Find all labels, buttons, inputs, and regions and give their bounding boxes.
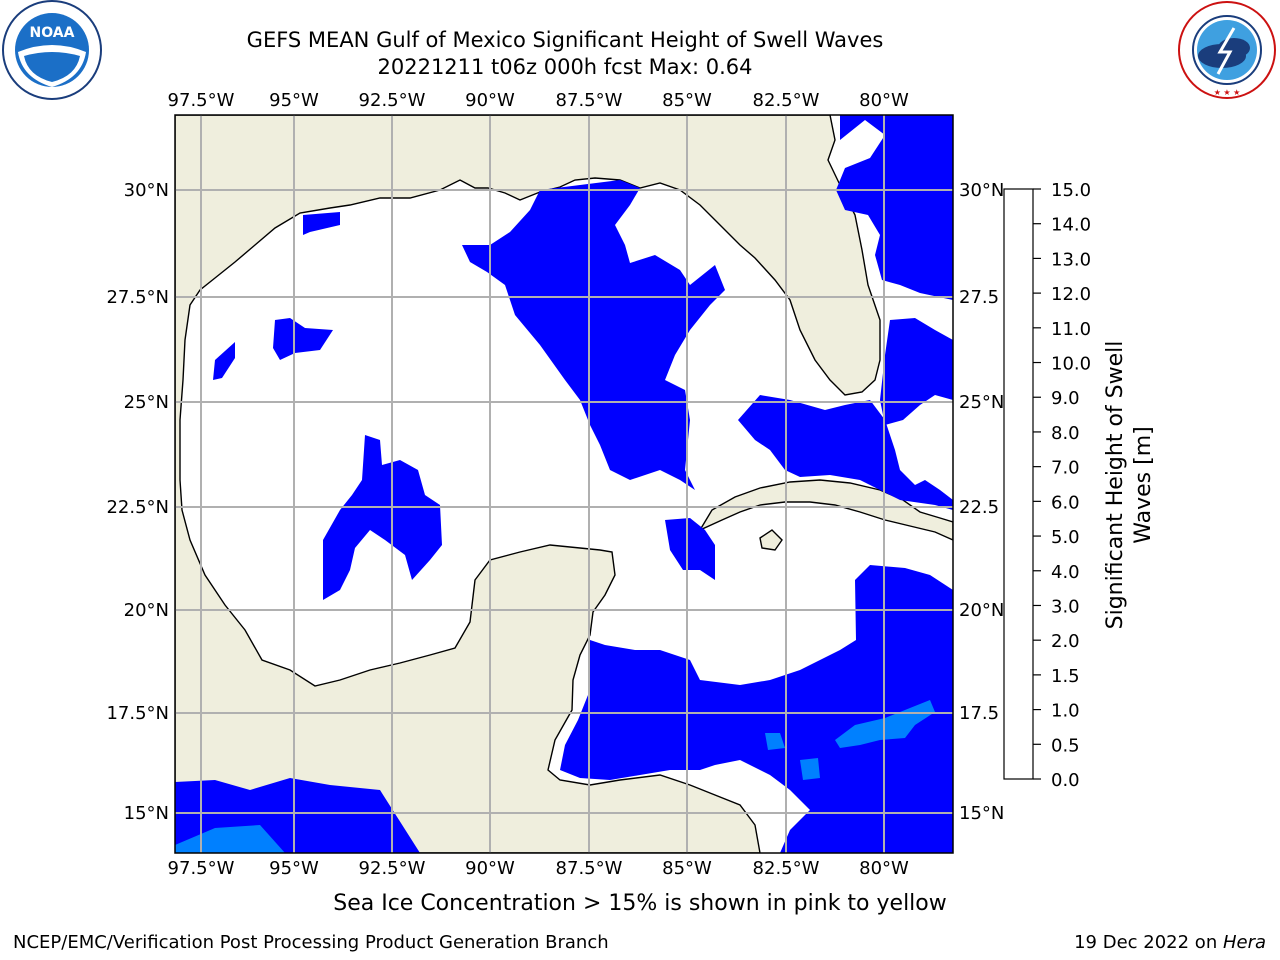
colorbar-tick-label: 0.5: [1051, 735, 1080, 756]
chart-title: GEFS MEAN Gulf of Mexico Significant Hei…: [246, 28, 884, 52]
footer-credit: NCEP/EMC/Verification Post Processing Pr…: [13, 932, 609, 953]
land-isle-of-youth: [759, 529, 783, 551]
map-panel: [175, 115, 953, 853]
colorbar-ticks: 0.0 0.5 1.0 1.5 2.0 3.0 4.0 5.0 6.0 7.0 8.0 9.0 10.0…: [1033, 180, 1091, 791]
swell-mid-pacific: [175, 825, 285, 853]
lon-tick-label: 92.5°W: [359, 858, 426, 879]
colorbar-label-line1: Significant Height of Swell: [1103, 341, 1128, 630]
swell-region-west-tiny: [213, 342, 235, 380]
lat-tick-label: 30°N: [959, 180, 1004, 201]
lat-ticks-left: 30°N 27.5°N 25°N 22.5°N 20°N 17.5°N 15°N: [106, 180, 169, 824]
lat-tick-label: 17.5: [959, 703, 999, 724]
colorbar-tick-label: 14.0: [1051, 215, 1091, 236]
lat-ticks-right: 30°N 27.5 25°N 22.5 20°N 17.5 15°N: [959, 180, 1004, 824]
swell-mid-small-1: [765, 733, 785, 750]
colorbar-tick-label: 10.0: [1051, 354, 1091, 375]
lat-tick-label: 22.5°N: [106, 497, 169, 518]
lat-tick-label: 15°N: [959, 803, 1004, 824]
colorbar-tick-label: 15.0: [1051, 180, 1091, 201]
colorbar-tick-label: 6.0: [1051, 492, 1080, 513]
lon-tick-label: 92.5°W: [359, 90, 426, 111]
colorbar-tick-label: 12.0: [1051, 284, 1091, 305]
lat-tick-label: 25°N: [124, 392, 169, 413]
sea-ice-note: Sea Ice Concentration > 15% is shown in …: [333, 891, 947, 916]
svg-text:NOAA: NOAA: [30, 25, 75, 41]
lon-tick-label: 80°W: [859, 858, 909, 879]
chart-subtitle: 20221211 t06z 000h fcst Max: 0.64: [377, 55, 753, 79]
swell-region-florida-keys: [738, 395, 953, 510]
colorbar-tick-label: 13.0: [1051, 249, 1091, 270]
footer-date: 19 Dec 2022 on Hera: [1074, 932, 1266, 953]
lon-ticks-bottom: 97.5°W 95°W 92.5°W 90°W 87.5°W 85°W 82.5°W 80°W: [168, 858, 909, 879]
colorbar-tick-label: 1.0: [1051, 701, 1080, 722]
lat-tick-label: 17.5°N: [106, 703, 169, 724]
colorbar-tick-label: 11.0: [1051, 319, 1091, 340]
swell-region-east-gulf: [462, 180, 725, 490]
lon-tick-label: 80°W: [859, 90, 909, 111]
colorbar-tick-label: 7.0: [1051, 458, 1080, 479]
gridlines: [175, 115, 953, 853]
swell-mid-small-2: [800, 758, 820, 780]
colorbar-tick-label: 1.5: [1051, 666, 1080, 687]
lat-tick-label: 25°N: [959, 392, 1004, 413]
lon-tick-label: 90°W: [465, 90, 515, 111]
lat-tick-label: 20°N: [959, 600, 1004, 621]
swell-region-yucatan-channel: [665, 518, 715, 580]
lon-tick-label: 82.5°W: [753, 858, 820, 879]
nws-logo: ★ ★ ★: [1176, 0, 1278, 100]
lon-tick-label: 97.5°W: [168, 90, 235, 111]
lon-tick-label: 85°W: [662, 90, 712, 111]
lat-tick-label: 15°N: [124, 803, 169, 824]
colorbar-tick-label: 2.0: [1051, 631, 1080, 652]
lat-tick-label: 27.5: [959, 287, 999, 308]
lon-tick-label: 85°W: [662, 858, 712, 879]
swell-region-atlantic: [836, 115, 953, 425]
swell-region-nw-strip: [303, 212, 340, 235]
swell-region-caribbean: [560, 565, 953, 853]
lat-tick-label: 22.5: [959, 497, 999, 518]
lon-tick-label: 97.5°W: [168, 858, 235, 879]
lon-tick-label: 87.5°W: [556, 858, 623, 879]
colorbar-label-line2: Waves [m]: [1131, 426, 1156, 543]
lat-tick-label: 27.5°N: [106, 287, 169, 308]
lat-tick-label: 30°N: [124, 180, 169, 201]
colorbar-tick-label: 9.0: [1051, 388, 1080, 409]
swell-region-central: [323, 435, 442, 600]
swell-region-west-small: [273, 318, 333, 360]
colorbar-tick-label: 4.0: [1051, 562, 1080, 583]
colorbar-tick-label: 8.0: [1051, 423, 1080, 444]
lon-tick-label: 95°W: [269, 858, 319, 879]
footer-host: Hera: [1222, 932, 1266, 953]
swell-contours: [175, 115, 953, 853]
map-frame: [174, 114, 954, 854]
colorbar-frame: [1003, 188, 1034, 780]
lon-tick-label: 95°W: [269, 90, 319, 111]
lon-tick-label: 87.5°W: [556, 90, 623, 111]
lat-tick-label: 20°N: [124, 600, 169, 621]
lon-ticks-top: 97.5°W 95°W 92.5°W 90°W 87.5°W 85°W 82.5°W 80°W: [168, 90, 909, 111]
svg-text:★ ★ ★: ★ ★ ★: [1214, 88, 1241, 97]
noaa-logo: NOAA: [2, 0, 102, 100]
lon-tick-label: 90°W: [465, 858, 515, 879]
footer-date-text: 19 Dec 2022 on: [1074, 932, 1223, 953]
lon-tick-label: 82.5°W: [753, 90, 820, 111]
colorbar-tick-label: 5.0: [1051, 527, 1080, 548]
colorbar-tick-label: 0.0: [1051, 770, 1080, 791]
colorbar-tick-label: 3.0: [1051, 596, 1080, 617]
